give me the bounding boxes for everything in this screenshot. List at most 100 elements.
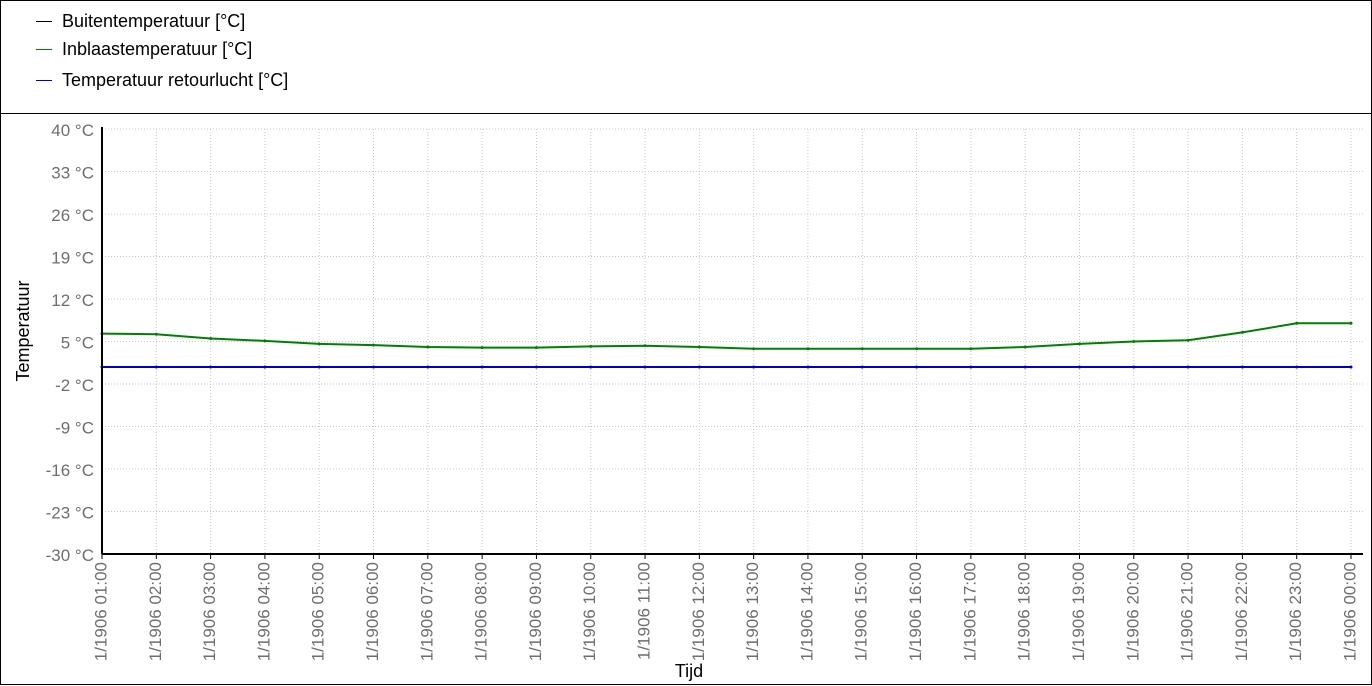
data-point bbox=[643, 344, 647, 348]
y-tick-label: -16 °C bbox=[46, 461, 94, 480]
data-point bbox=[643, 365, 647, 369]
y-tick-label: 33 °C bbox=[51, 164, 94, 183]
data-point bbox=[480, 365, 484, 369]
x-tick-label: 1/1906 00:00 bbox=[1340, 562, 1359, 661]
data-point bbox=[317, 365, 321, 369]
data-point bbox=[534, 365, 538, 369]
data-point bbox=[1349, 365, 1353, 369]
x-tick-label: 1/1906 09:00 bbox=[526, 562, 545, 661]
x-tick-label: 1/1906 06:00 bbox=[363, 562, 382, 661]
legend-item-buitentemperatuur: Buitentemperatuur [°C] bbox=[36, 8, 246, 34]
series-lines bbox=[100, 321, 1353, 369]
legend-swatch-black bbox=[36, 20, 52, 22]
x-tick-label: 1/1906 13:00 bbox=[743, 562, 762, 661]
x-tick-label: 1/1906 22:00 bbox=[1232, 562, 1251, 661]
x-tick-label: 1/1906 17:00 bbox=[960, 562, 979, 661]
data-point bbox=[915, 365, 919, 369]
x-tick-label: 1/1906 16:00 bbox=[906, 562, 925, 661]
y-axis-title: Temperatuur bbox=[13, 280, 33, 381]
legend-swatch-blue bbox=[36, 79, 52, 81]
x-tick-label: 1/1906 04:00 bbox=[254, 562, 273, 661]
x-tick-label: 1/1906 10:00 bbox=[580, 562, 599, 661]
legend-label: Temperatuur retourlucht [°C] bbox=[62, 69, 289, 90]
data-point bbox=[697, 365, 701, 369]
x-tick-label: 1/1906 19:00 bbox=[1069, 562, 1088, 661]
y-tick-label: 26 °C bbox=[51, 206, 94, 225]
x-tick-label: 1/1906 08:00 bbox=[472, 562, 491, 661]
data-point bbox=[317, 342, 321, 346]
data-point bbox=[752, 347, 756, 351]
data-point bbox=[1186, 338, 1190, 342]
data-point bbox=[969, 347, 973, 351]
x-tick-label: 1/1906 23:00 bbox=[1286, 562, 1305, 661]
data-point bbox=[589, 365, 593, 369]
data-point bbox=[915, 347, 919, 351]
legend-item-inblaastemperatuur: Inblaastemperatuur [°C] bbox=[36, 36, 253, 62]
y-tick-label: 40 °C bbox=[51, 121, 94, 140]
data-point bbox=[1132, 365, 1136, 369]
data-point bbox=[372, 365, 376, 369]
data-point bbox=[534, 346, 538, 350]
grid bbox=[102, 128, 1363, 555]
data-point bbox=[426, 365, 430, 369]
data-point bbox=[1240, 330, 1244, 334]
data-point bbox=[860, 365, 864, 369]
legend-swatch-green bbox=[36, 48, 52, 50]
x-axis-title: Tijd bbox=[675, 661, 703, 681]
x-tick-label: 1/1906 20:00 bbox=[1123, 562, 1142, 661]
data-point bbox=[480, 346, 484, 350]
data-point bbox=[1077, 365, 1081, 369]
tick-labels: 40 °C 33 °C 26 °C 19 °C 12 °C 5 °C -2 °C -9 °C -… bbox=[46, 121, 1360, 661]
data-point bbox=[969, 365, 973, 369]
data-point bbox=[154, 365, 158, 369]
y-tick-label: 19 °C bbox=[51, 249, 94, 268]
data-point bbox=[263, 365, 267, 369]
x-tick-label: 1/1906 07:00 bbox=[417, 562, 436, 661]
x-tick-label: 1/1906 01:00 bbox=[91, 562, 110, 661]
data-point bbox=[426, 345, 430, 349]
data-point bbox=[1240, 365, 1244, 369]
data-point bbox=[1295, 365, 1299, 369]
y-tick-label: -23 °C bbox=[46, 504, 94, 523]
data-point bbox=[263, 339, 267, 343]
y-tick-label: -9 °C bbox=[55, 419, 94, 438]
data-point bbox=[1186, 365, 1190, 369]
data-point bbox=[1077, 342, 1081, 346]
data-point bbox=[806, 365, 810, 369]
x-tick-label: 1/1906 05:00 bbox=[309, 562, 328, 661]
data-point bbox=[1023, 365, 1027, 369]
series-line-1 bbox=[101, 322, 1351, 350]
x-tick-label: 1/1906 03:00 bbox=[200, 562, 219, 661]
data-point bbox=[1349, 321, 1353, 325]
legend-label: Buitentemperatuur [°C] bbox=[62, 10, 246, 31]
data-point bbox=[1132, 340, 1136, 343]
x-tick-label: 1/1906 21:00 bbox=[1178, 562, 1197, 661]
y-tick-label: 12 °C bbox=[51, 291, 94, 310]
legend-item-temperatuur-retourlucht: Temperatuur retourlucht [°C] bbox=[36, 67, 289, 93]
data-point bbox=[589, 344, 593, 348]
y-tick-label: 5 °C bbox=[61, 334, 94, 353]
y-tick-label: -2 °C bbox=[55, 376, 94, 395]
x-tick-label: 1/1906 02:00 bbox=[146, 562, 165, 661]
data-point bbox=[1023, 345, 1027, 349]
x-tick-label: 1/1906 14:00 bbox=[797, 562, 816, 661]
x-tick-label: 1/1906 18:00 bbox=[1015, 562, 1034, 661]
legend-label: Inblaastemperatuur [°C] bbox=[62, 38, 253, 59]
data-point bbox=[209, 336, 213, 340]
x-tick-label: 1/1906 11:00 bbox=[635, 562, 654, 660]
data-point bbox=[1295, 321, 1299, 325]
axes bbox=[101, 127, 1363, 559]
x-tick-label: 1/1906 15:00 bbox=[852, 562, 871, 661]
data-point bbox=[752, 365, 756, 369]
data-point bbox=[806, 347, 810, 351]
y-tick-label: -30 °C bbox=[46, 546, 94, 565]
data-point bbox=[154, 332, 158, 336]
legend: Buitentemperatuur [°C] Inblaastemperatuu… bbox=[1, 1, 1372, 114]
data-point bbox=[209, 365, 213, 369]
data-point bbox=[372, 343, 376, 347]
x-tick-label: 1/1906 12:00 bbox=[689, 562, 708, 661]
data-point bbox=[697, 345, 701, 349]
data-point bbox=[860, 347, 864, 351]
